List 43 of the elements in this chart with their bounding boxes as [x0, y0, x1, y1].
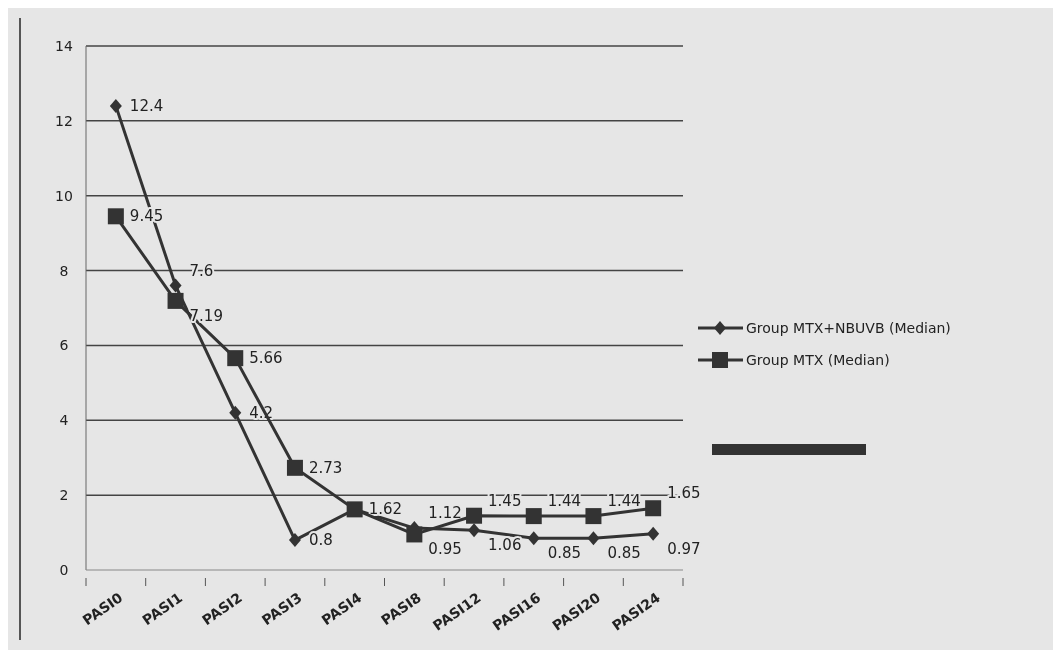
point: [468, 523, 481, 538]
point: [227, 350, 244, 367]
point: [525, 508, 542, 525]
point: [587, 531, 600, 546]
data-label: 1.62: [368, 500, 403, 519]
point: [466, 507, 483, 524]
point: [286, 459, 303, 476]
point: [527, 531, 540, 546]
y-tick-label: 2: [59, 487, 69, 504]
data-label: 0.85: [607, 544, 641, 563]
point: [288, 533, 301, 548]
y-tick-label: 8: [59, 262, 69, 279]
data-label: 1.06: [488, 536, 522, 555]
point: [167, 292, 184, 309]
legend-label: Group MTX (Median): [746, 352, 890, 368]
point: [585, 508, 602, 525]
point: [229, 405, 242, 420]
data-label: 5.66: [249, 349, 283, 368]
data-label: 1.44: [547, 492, 582, 511]
legend-label: Group MTX+NBUVB (Median): [746, 320, 951, 336]
point: [107, 208, 124, 225]
point: [169, 278, 182, 293]
data-label: 1.12: [428, 504, 462, 523]
data-label: 0.95: [428, 540, 462, 559]
data-label: 1.45: [488, 491, 522, 510]
data-label: 12.4: [129, 96, 164, 115]
point: [645, 500, 662, 517]
point: [647, 526, 660, 541]
y-tick-label: 12: [55, 112, 73, 129]
data-label: 1.44: [607, 492, 641, 511]
y-tick-label: 0: [59, 562, 69, 578]
y-tick-label: 4: [59, 412, 69, 429]
y-tick-label: 6: [59, 337, 69, 354]
data-label: 0.8: [308, 531, 333, 550]
point: [109, 98, 122, 113]
data-label: 7.19: [189, 306, 223, 325]
data-label: 0.85: [547, 544, 582, 563]
data-label: 2.73: [308, 458, 343, 477]
point: [406, 526, 423, 543]
y-tick-label: 14: [55, 38, 73, 54]
y-tick-label: 10: [55, 187, 73, 204]
data-label: 1.65: [667, 484, 701, 503]
data-label: 0.97: [667, 539, 701, 558]
